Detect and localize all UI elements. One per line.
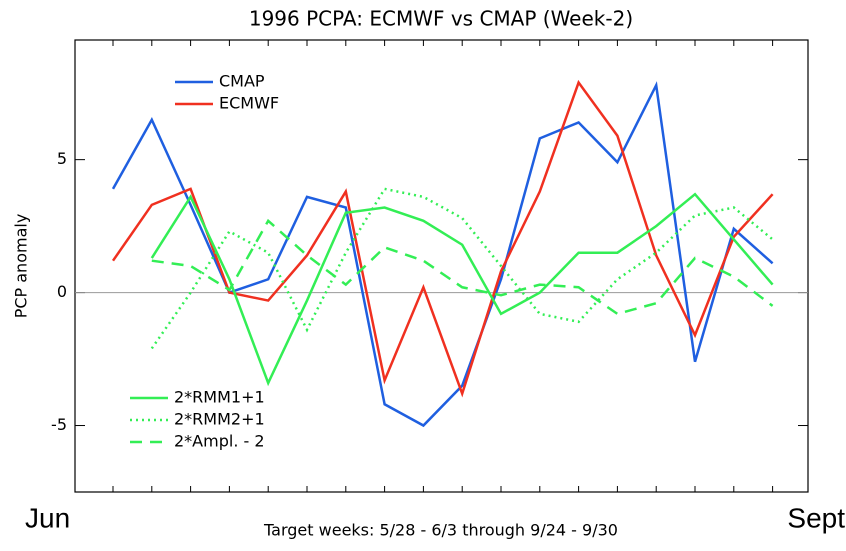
legend-label: ECMWF bbox=[219, 94, 279, 113]
annotation: Jun bbox=[25, 502, 70, 533]
y-tick-label: 5 bbox=[57, 149, 67, 168]
series-line bbox=[150, 187, 774, 350]
legend-label: 2*RMM1+1 bbox=[174, 388, 265, 407]
series-line bbox=[111, 79, 774, 398]
chart-title: 1996 PCPA: ECMWF vs CMAP (Week-2) bbox=[249, 7, 633, 31]
series-line bbox=[111, 81, 774, 428]
legend-label: 2*RMM2+1 bbox=[174, 410, 265, 429]
plot-frame bbox=[74, 39, 809, 493]
series-line bbox=[151, 218, 774, 316]
x-axis-label: Target weeks: 5/28 - 6/3 through 9/24 - … bbox=[263, 521, 618, 540]
annotation: Sept bbox=[787, 502, 845, 533]
series-line bbox=[150, 192, 774, 387]
y-tick-label: 0 bbox=[57, 282, 67, 301]
y-axis-label: PCP anomaly bbox=[12, 214, 31, 319]
legend-label: CMAP bbox=[219, 72, 265, 91]
y-tick-label: -5 bbox=[51, 415, 67, 434]
legend-label: 2*Ampl. - 2 bbox=[174, 432, 265, 451]
